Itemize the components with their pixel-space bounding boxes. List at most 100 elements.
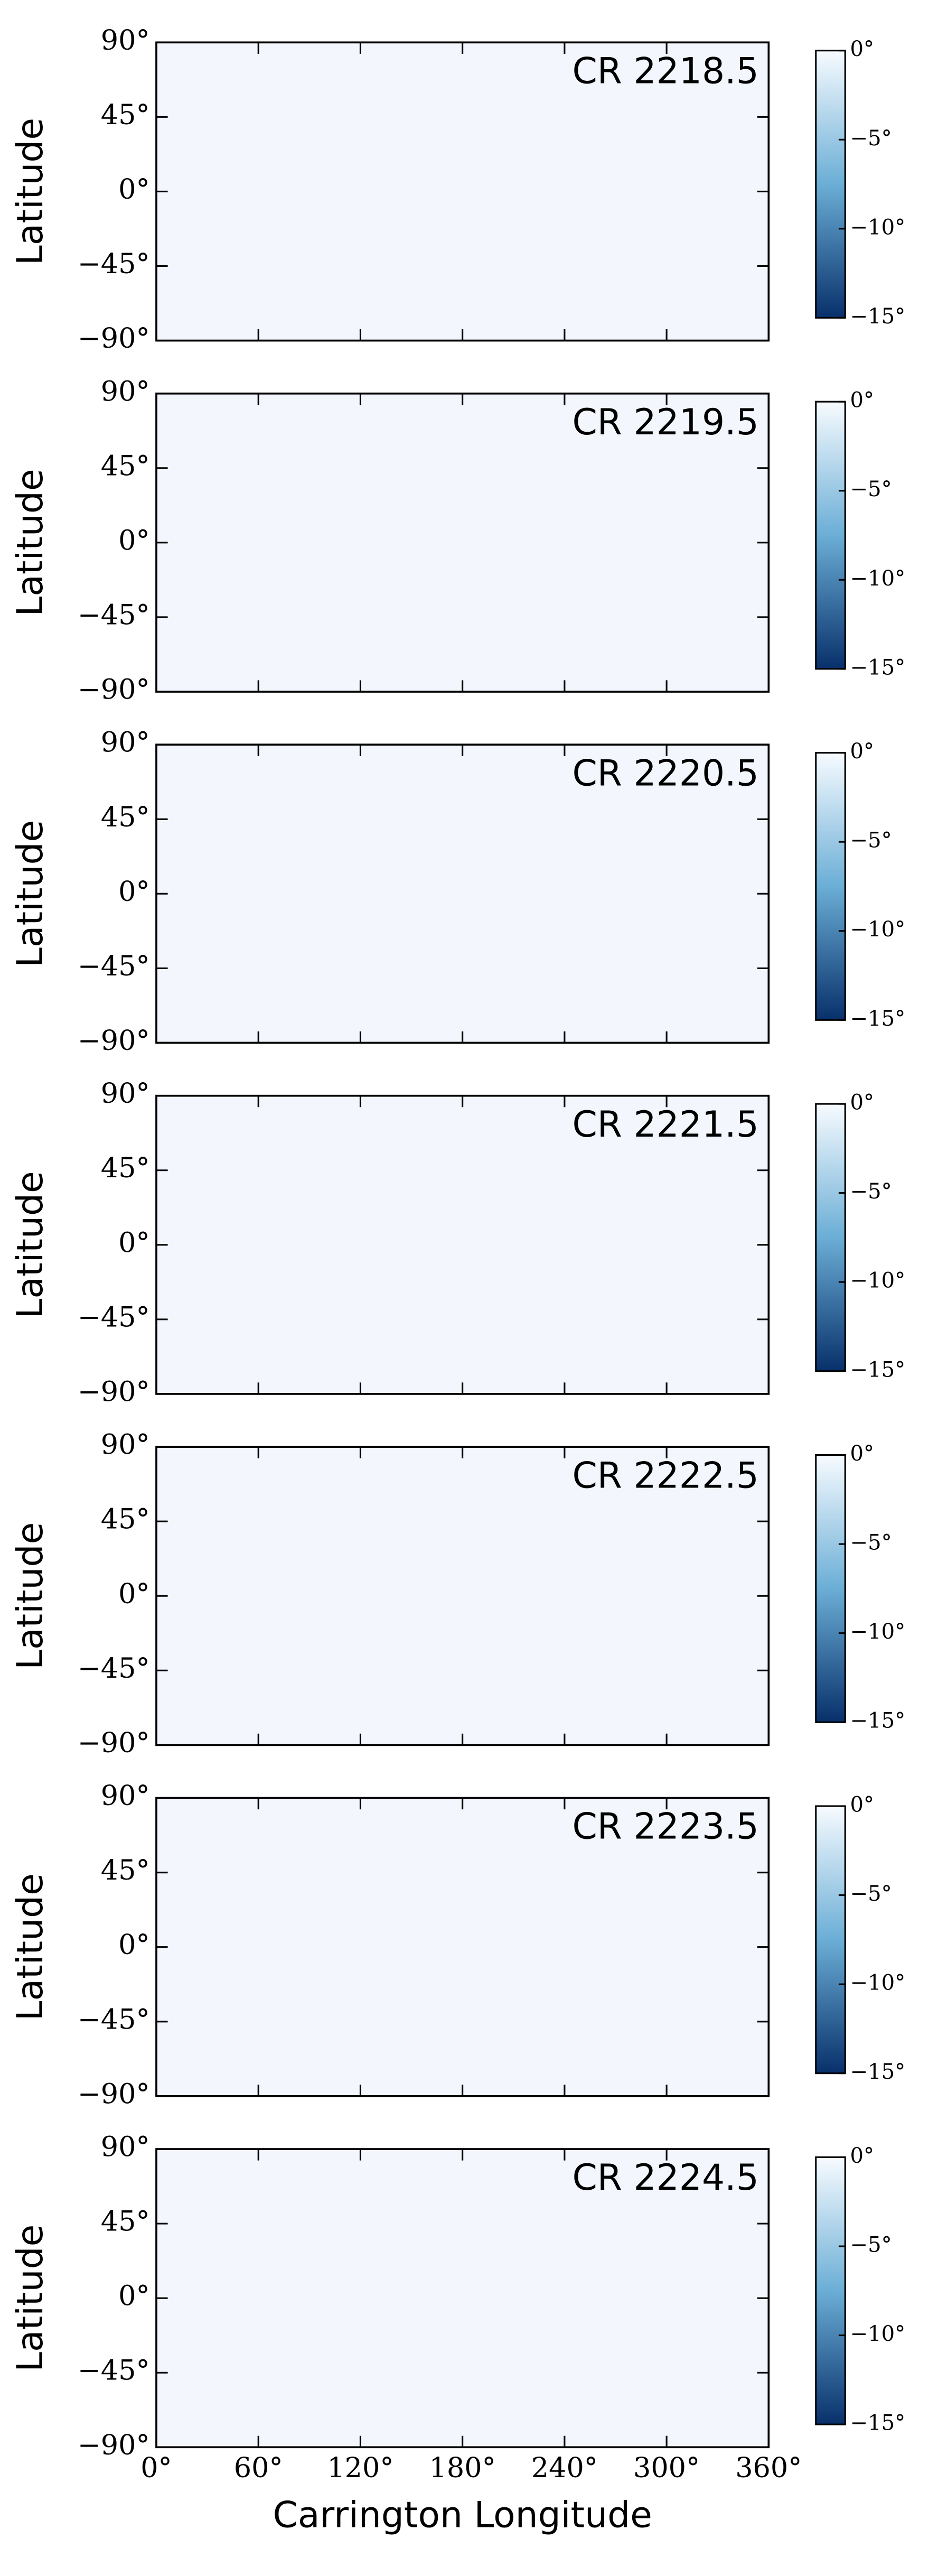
y-tick-label: 45° [101,1854,150,1886]
y-tick-label: 0° [118,2280,150,2312]
colorbar-tick-label: 0° [850,2144,875,2168]
x-tick-label: 120° [327,2452,393,2484]
y-tick-label: 45° [101,1152,150,1184]
x-tick-label: 60° [234,2452,283,2484]
colorbar [815,1805,846,2075]
heatmap-field [156,42,769,341]
y-tick-label: 90° [101,2131,150,2163]
panel-title: CR 2219.5 [572,401,758,443]
y-tick-label: 90° [101,1429,150,1461]
y-tick-label: 90° [101,727,150,759]
colorbar-tick-label: −5° [850,1179,892,1204]
y-tick-label: 90° [101,1780,150,1812]
y-tick-label: 90° [101,375,150,407]
y-tick-label: −45° [78,599,150,631]
colorbar-tick-label: −15° [850,1007,906,1031]
colorbar-tick-label: −5° [850,477,892,501]
colorbar-tick-label: −10° [850,917,906,942]
y-tick-label: −90° [78,2078,150,2110]
colorbar [815,401,846,670]
colorbar-tick-label: −15° [850,2411,906,2435]
colorbar-tick-label: 0° [850,1442,875,1466]
panel-title: CR 2224.5 [572,2156,758,2198]
y-tick-label: −45° [78,1301,150,1333]
heatmap-field [156,1095,769,1394]
y-axis-label: Latitude [9,118,51,265]
y-tick-label: −45° [78,950,150,982]
colorbar [815,1103,846,1372]
y-tick-label: −45° [78,248,150,280]
colorbar-tick-label: 0° [850,1091,875,1115]
y-tick-label: −90° [78,322,150,355]
y-tick-label: 0° [118,1226,150,1259]
colorbar-tick-label: −5° [850,2233,892,2257]
y-tick-label: 0° [118,876,150,908]
y-tick-label: −90° [78,1375,150,1408]
x-axis-label: Carrington Longitude [273,2494,652,2535]
y-tick-label: −90° [78,1727,150,1759]
y-axis-label: Latitude [9,2225,51,2372]
panel-title: CR 2222.5 [572,1454,758,1496]
y-tick-label: −45° [78,2003,150,2035]
y-tick-label: 45° [101,450,150,482]
y-tick-label: 45° [101,801,150,833]
panel-title: CR 2220.5 [572,752,758,794]
colorbar [815,1454,846,1723]
y-tick-label: 90° [101,24,150,57]
y-tick-label: 45° [101,1503,150,1536]
x-tick-label: 180° [429,2452,496,2484]
y-tick-label: 0° [118,524,150,556]
panel-title: CR 2218.5 [572,50,758,91]
y-axis-label: Latitude [9,1522,51,1670]
colorbar-tick-label: −10° [850,566,906,591]
x-tick-label: 300° [633,2452,700,2484]
y-tick-label: −45° [78,2355,150,2387]
y-tick-label: 45° [101,99,150,131]
heatmap-field [156,745,769,1043]
colorbar-tick-label: 0° [850,388,875,413]
heatmap-field [156,1447,769,1745]
y-tick-label: −45° [78,1652,150,1685]
y-tick-label: 90° [101,1077,150,1110]
colorbar-tick-label: 0° [850,1793,875,1817]
y-tick-label: −90° [78,2429,150,2461]
colorbar-tick-label: −5° [850,126,892,151]
colorbar-tick-label: −10° [850,1269,906,1293]
heatmap-field [156,2149,769,2448]
colorbar-tick-label: −15° [850,1709,906,1733]
colorbar-tick-label: −10° [850,1620,906,1644]
colorbar-tick-label: −5° [850,1531,892,1555]
colorbar-tick-label: −5° [850,829,892,853]
x-tick-label: 0° [140,2452,172,2484]
colorbar-tick-label: −10° [850,2322,906,2346]
colorbar-tick-label: 0° [850,37,875,61]
y-tick-label: 0° [118,1578,150,1610]
colorbar [815,50,846,319]
y-tick-label: −90° [78,1025,150,1057]
y-axis-label: Latitude [9,1171,51,1318]
y-tick-label: 0° [118,1929,150,1961]
y-tick-label: 45° [101,2206,150,2238]
colorbar-tick-label: 0° [850,739,875,764]
colorbar-tick-label: −10° [850,215,906,239]
colorbar [815,2156,846,2425]
colorbar-tick-label: −15° [850,1357,906,1382]
colorbar-tick-label: −15° [850,2060,906,2084]
y-axis-label: Latitude [9,820,51,968]
colorbar-tick-label: −15° [850,655,906,680]
y-axis-label: Latitude [9,469,51,616]
heatmap-field [156,393,769,692]
x-tick-label: 240° [531,2452,598,2484]
colorbar [815,752,846,1021]
x-tick-label: 360° [735,2452,802,2484]
colorbar-tick-label: −10° [850,1971,906,1995]
y-axis-label: Latitude [9,1873,51,2021]
colorbar-tick-label: −15° [850,304,906,329]
colorbar-tick-label: −5° [850,1882,892,1906]
y-tick-label: 0° [118,173,150,206]
heatmap-field [156,1798,769,2096]
panel-title: CR 2223.5 [572,1806,758,1847]
y-tick-label: −90° [78,674,150,706]
